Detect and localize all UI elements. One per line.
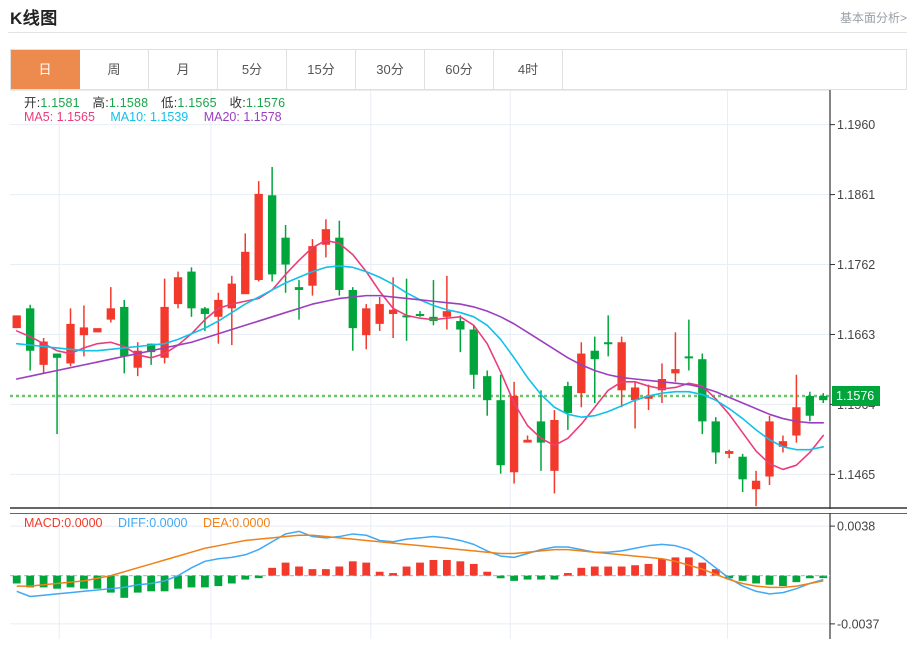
dea-label: DEA: (202, 516, 233, 530)
macd-pane[interactable]: 0.0038 -0.0037 MACD:0.0000 DIFF:0.0000 DE… (10, 513, 907, 639)
tab-label: 日 (38, 62, 52, 77)
macd-label: MACD: (24, 516, 65, 530)
macd-readout: MACD:0.0000 DIFF:0.0000 DEA:0.0000 (24, 516, 282, 530)
ma5-value: 1.1565 (56, 110, 95, 124)
svg-text:1.1465: 1.1465 (837, 468, 875, 482)
timeframe-tabbar[interactable]: 日 周 月 5分 15分 30分 60分 4时 (10, 49, 907, 90)
svg-text:1.1762: 1.1762 (837, 258, 875, 272)
tab-label: 15分 (307, 62, 335, 77)
tab-1[interactable]: 周 (80, 50, 149, 89)
tab-7[interactable]: 4时 (494, 50, 563, 89)
open-value: 1.1581 (40, 96, 80, 110)
widget-header: K线图 基本面分析> (0, 0, 915, 33)
high-label: 高: (92, 96, 109, 110)
ma20-value: 1.1578 (243, 110, 282, 124)
open-label: 开: (24, 96, 41, 110)
svg-text:0.0038: 0.0038 (837, 520, 875, 534)
tab-5[interactable]: 30分 (356, 50, 425, 89)
tab-label: 月 (176, 62, 190, 77)
low-value: 1.1565 (177, 96, 217, 110)
svg-text:1.1960: 1.1960 (837, 118, 875, 132)
svg-text:1.1663: 1.1663 (837, 328, 875, 342)
svg-text:-0.0037: -0.0037 (837, 617, 879, 631)
ma10-label: MA10: (110, 110, 147, 124)
fundamental-analysis-link[interactable]: 基本面分析> (839, 11, 907, 25)
close-value: 1.1576 (245, 96, 286, 110)
ma5-label: MA5: (24, 110, 54, 124)
page-title: K线图 (10, 9, 58, 28)
tab-label: 4时 (517, 62, 539, 77)
high-value: 1.1588 (108, 96, 149, 110)
ohlc-readout: 开:1.1581 高:1.1588 低:1.1565 收:1.1576 (24, 92, 294, 111)
macd-value: 0.0000 (64, 516, 103, 530)
tab-label: 30分 (376, 62, 404, 77)
tab-2[interactable]: 月 (149, 50, 218, 89)
macd-chart: 0.0038 -0.0037 (10, 513, 907, 639)
tab-6[interactable]: 60分 (425, 50, 494, 89)
tab-0[interactable]: 日 (11, 50, 80, 89)
ma10-value: 1.1539 (150, 110, 189, 124)
header-divider (8, 32, 907, 33)
tab-4[interactable]: 15分 (287, 50, 356, 89)
ma-readout: MA5: 1.1565 MA10: 1.1539 MA20: 1.1578 (24, 110, 294, 124)
svg-text:1.1861: 1.1861 (837, 188, 875, 202)
diff-value: 0.0000 (149, 516, 188, 530)
last-price-badge: 1.1576 (832, 385, 881, 406)
low-label: 低: (161, 96, 178, 110)
tab-label: 周 (107, 62, 121, 77)
tab-label: 5分 (241, 62, 263, 77)
tabbar-filler (563, 50, 906, 89)
ma20-label: MA20: (203, 110, 240, 124)
dea-value: 0.0000 (232, 516, 271, 530)
close-label: 收: (229, 96, 246, 110)
tab-label: 60分 (445, 62, 473, 77)
tab-3[interactable]: 5分 (218, 50, 287, 89)
diff-label: DIFF: (118, 516, 150, 530)
